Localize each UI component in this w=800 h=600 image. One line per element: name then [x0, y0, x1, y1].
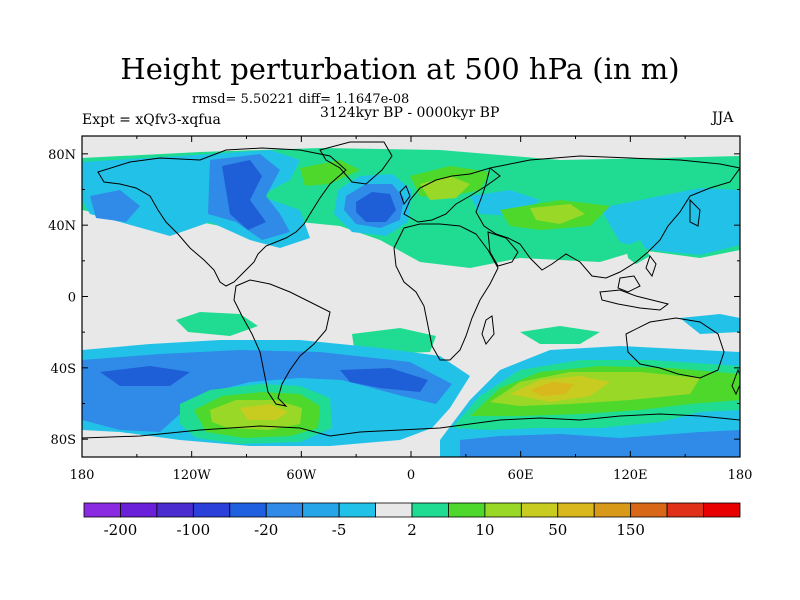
coastline-antarctica: [82, 413, 740, 439]
map-title: Height perturbation at 500 hPa (in m): [120, 52, 680, 86]
contour-yellow-green: [530, 204, 585, 224]
contour-blue: [460, 430, 740, 457]
latitude-ticks: 80N 40N 0 40S 80S: [48, 148, 740, 448]
coastline-asia: [475, 155, 740, 279]
longitude-tick-label: 60E: [508, 468, 534, 483]
contour-cyan-green: [520, 326, 600, 344]
coastline-new-zealand: [731, 368, 740, 396]
colorbar-label: -200: [104, 521, 138, 539]
latitude-tick-label: 40S: [51, 362, 76, 377]
colorbar-swatch: [265, 502, 304, 518]
coastline-indonesia: [599, 289, 670, 311]
coastline-arabia: [487, 231, 519, 267]
contour-yellow: [240, 404, 288, 420]
colorbar-label: -100: [176, 521, 210, 539]
colorbar-swatch: [484, 502, 522, 518]
colorbar-label: 150: [616, 521, 645, 539]
contour-dark-blue: [222, 160, 266, 230]
colorbar-swatch: [666, 502, 704, 518]
longitude-tick-label: 180: [728, 468, 753, 483]
contour-ochre: [530, 382, 574, 396]
statistics-label: rmsd= 5.50221 diff= 1.1647e-08: [192, 92, 410, 107]
coastline-uk: [399, 185, 411, 206]
coastline-greenland: [319, 141, 393, 185]
colorbar-label: 10: [475, 521, 494, 539]
contour-dark-blue: [100, 366, 190, 386]
colorbar-swatch: [192, 502, 231, 518]
colorbar-swatch: [338, 502, 376, 518]
longitude-ticks: 180 120W 60W 0 60E 120E 180: [70, 136, 753, 483]
coastline-japan: [689, 198, 701, 227]
colorbar-label: 50: [548, 521, 567, 539]
contour-cyan-green: [640, 160, 720, 180]
period-label: 3124kyr BP - 0000kyr BP: [320, 105, 500, 121]
colorbar-swatch: [83, 502, 121, 518]
coastline-madagascar: [481, 315, 495, 345]
season-label: JJA: [712, 110, 734, 126]
coastline-australia: [625, 317, 725, 379]
colorbar-swatch: [703, 502, 741, 518]
latitude-tick-label: 80N: [48, 148, 76, 163]
colorbar-label: -20: [254, 521, 278, 539]
colorbar-swatch: [302, 502, 340, 518]
contour-green: [300, 160, 360, 186]
colorbar: -200 -100 -20 -5 2 10 50 150: [83, 502, 741, 539]
colorbar-swatch: [557, 502, 595, 518]
latitude-tick-label: 80S: [51, 433, 76, 448]
contour-dark-blue: [340, 368, 428, 392]
colorbar-label: -5: [332, 521, 347, 539]
contour-cyan-green: [176, 312, 258, 336]
colorbar-swatch: [375, 502, 413, 518]
colorbar-label: 2: [407, 521, 417, 539]
contour-blue: [90, 190, 140, 222]
colorbar-swatch: [520, 502, 559, 518]
longitude-tick-label: 120E: [613, 468, 647, 483]
longitude-tick-label: 180: [70, 468, 95, 483]
colorbar-swatch: [593, 502, 632, 518]
contour-light-blue: [600, 188, 740, 255]
colorbar-swatch: [630, 502, 668, 518]
longitude-tick-label: 120W: [173, 468, 212, 483]
contour-cyan-green: [626, 240, 650, 264]
colorbar-swatch: [156, 502, 194, 518]
contour-fields: [82, 148, 740, 457]
coastline-borneo: [617, 275, 641, 293]
coastline-philippines: [645, 254, 657, 278]
coastline-africa: [393, 223, 499, 361]
contour-light-blue: [680, 314, 740, 334]
coastline-south-america: [233, 279, 331, 407]
latitude-tick-label: 0: [68, 291, 76, 306]
colorbar-swatch: [448, 502, 486, 518]
colorbar-swatch: [229, 502, 267, 518]
coastline-north-america: [97, 147, 347, 287]
coastlines: [82, 141, 740, 439]
longitude-tick-label: 0: [407, 468, 415, 483]
experiment-label: Expt = xQfv3-xqfua: [82, 112, 221, 128]
coastline-europe: [403, 167, 501, 223]
longitude-tick-label: 60W: [286, 468, 317, 483]
contour-dark-blue: [356, 192, 396, 222]
latitude-tick-label: 40N: [48, 219, 76, 234]
colorbar-swatch: [120, 502, 158, 518]
colorbar-swatch: [411, 502, 449, 518]
